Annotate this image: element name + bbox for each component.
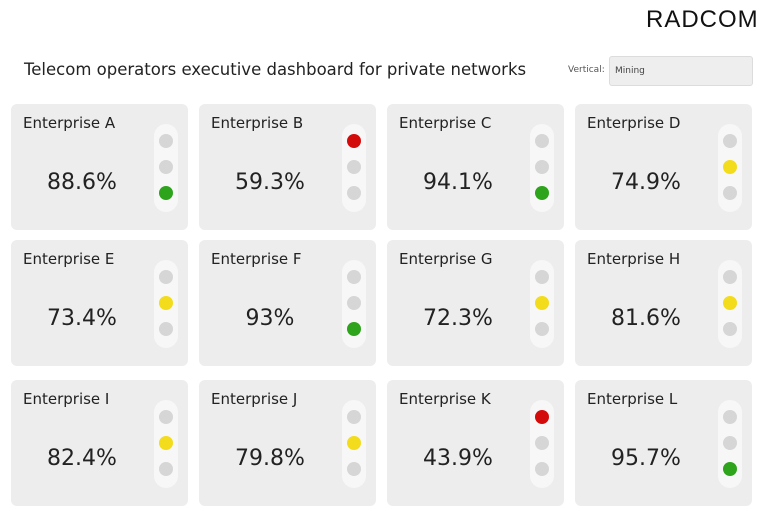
red-lamp-icon xyxy=(535,410,549,424)
enterprise-name: Enterprise L xyxy=(587,390,678,408)
vertical-select[interactable]: Mining xyxy=(609,56,753,86)
traffic-light-icon xyxy=(718,260,742,348)
enterprise-name: Enterprise F xyxy=(211,250,302,268)
yellow-lamp-icon xyxy=(723,436,737,450)
enterprise-card[interactable]: Enterprise H 81.6% xyxy=(575,240,752,366)
green-lamp-icon xyxy=(159,186,173,200)
yellow-lamp-icon xyxy=(535,160,549,174)
enterprise-score: 74.9% xyxy=(611,170,681,195)
enterprise-score: 73.4% xyxy=(47,306,117,331)
enterprise-name: Enterprise D xyxy=(587,114,681,132)
enterprise-card[interactable]: Enterprise K 43.9% xyxy=(387,380,564,506)
enterprise-name: Enterprise A xyxy=(23,114,116,132)
red-lamp-icon xyxy=(723,134,737,148)
green-lamp-icon xyxy=(535,322,549,336)
logo-text: RADCOM xyxy=(646,6,759,33)
radcom-logo: RADCOM xyxy=(646,6,759,34)
traffic-light-icon xyxy=(342,260,366,348)
yellow-lamp-icon xyxy=(723,160,737,174)
enterprise-score: 81.6% xyxy=(611,306,681,331)
red-lamp-icon xyxy=(535,134,549,148)
enterprise-name: Enterprise E xyxy=(23,250,115,268)
red-lamp-icon xyxy=(723,410,737,424)
enterprise-card[interactable]: Enterprise C 94.1% xyxy=(387,104,564,230)
red-lamp-icon xyxy=(159,270,173,284)
enterprise-score: 95.7% xyxy=(611,446,681,471)
enterprise-name: Enterprise J xyxy=(211,390,298,408)
green-lamp-icon xyxy=(723,322,737,336)
enterprise-card[interactable]: Enterprise A 88.6% xyxy=(11,104,188,230)
green-lamp-icon xyxy=(347,322,361,336)
yellow-lamp-icon xyxy=(159,160,173,174)
enterprise-card[interactable]: Enterprise J 79.8% xyxy=(199,380,376,506)
green-lamp-icon xyxy=(723,186,737,200)
enterprise-score: 94.1% xyxy=(423,170,493,195)
enterprise-score: 59.3% xyxy=(235,170,305,195)
enterprise-card[interactable]: Enterprise F 93% xyxy=(199,240,376,366)
red-lamp-icon xyxy=(723,270,737,284)
traffic-light-icon xyxy=(342,400,366,488)
enterprise-card[interactable]: Enterprise D 74.9% xyxy=(575,104,752,230)
enterprise-score: 43.9% xyxy=(423,446,493,471)
yellow-lamp-icon xyxy=(347,296,361,310)
enterprise-score: 82.4% xyxy=(47,446,117,471)
enterprise-card[interactable]: Enterprise L 95.7% xyxy=(575,380,752,506)
vertical-label: Vertical: xyxy=(568,65,605,75)
green-lamp-icon xyxy=(159,462,173,476)
enterprise-name: Enterprise I xyxy=(23,390,110,408)
yellow-lamp-icon xyxy=(347,436,361,450)
traffic-light-icon xyxy=(530,124,554,212)
enterprise-card[interactable]: Enterprise G 72.3% xyxy=(387,240,564,366)
red-lamp-icon xyxy=(159,410,173,424)
enterprise-score: 88.6% xyxy=(47,170,117,195)
traffic-light-icon xyxy=(718,124,742,212)
green-lamp-icon xyxy=(535,462,549,476)
traffic-light-icon xyxy=(718,400,742,488)
green-lamp-icon xyxy=(347,186,361,200)
enterprise-name: Enterprise B xyxy=(211,114,304,132)
yellow-lamp-icon xyxy=(159,296,173,310)
traffic-light-icon xyxy=(154,260,178,348)
enterprise-name: Enterprise G xyxy=(399,250,493,268)
yellow-lamp-icon xyxy=(535,296,549,310)
yellow-lamp-icon xyxy=(723,296,737,310)
yellow-lamp-icon xyxy=(347,160,361,174)
green-lamp-icon xyxy=(723,462,737,476)
traffic-light-icon xyxy=(342,124,366,212)
red-lamp-icon xyxy=(347,134,361,148)
green-lamp-icon xyxy=(159,322,173,336)
red-lamp-icon xyxy=(535,270,549,284)
enterprise-name: Enterprise C xyxy=(399,114,492,132)
enterprise-name: Enterprise K xyxy=(399,390,491,408)
traffic-light-icon xyxy=(154,124,178,212)
enterprise-score: 72.3% xyxy=(423,306,493,331)
traffic-light-icon xyxy=(530,400,554,488)
yellow-lamp-icon xyxy=(159,436,173,450)
enterprise-name: Enterprise H xyxy=(587,250,681,268)
enterprise-card[interactable]: Enterprise I 82.4% xyxy=(11,380,188,506)
green-lamp-icon xyxy=(347,462,361,476)
enterprise-card[interactable]: Enterprise E 73.4% xyxy=(11,240,188,366)
enterprise-card[interactable]: Enterprise B 59.3% xyxy=(199,104,376,230)
red-lamp-icon xyxy=(347,410,361,424)
enterprise-score: 93% xyxy=(245,306,295,331)
green-lamp-icon xyxy=(535,186,549,200)
traffic-light-icon xyxy=(530,260,554,348)
yellow-lamp-icon xyxy=(535,436,549,450)
red-lamp-icon xyxy=(347,270,361,284)
traffic-light-icon xyxy=(154,400,178,488)
page-title: Telecom operators executive dashboard fo… xyxy=(24,60,527,79)
red-lamp-icon xyxy=(159,134,173,148)
enterprise-score: 79.8% xyxy=(235,446,305,471)
